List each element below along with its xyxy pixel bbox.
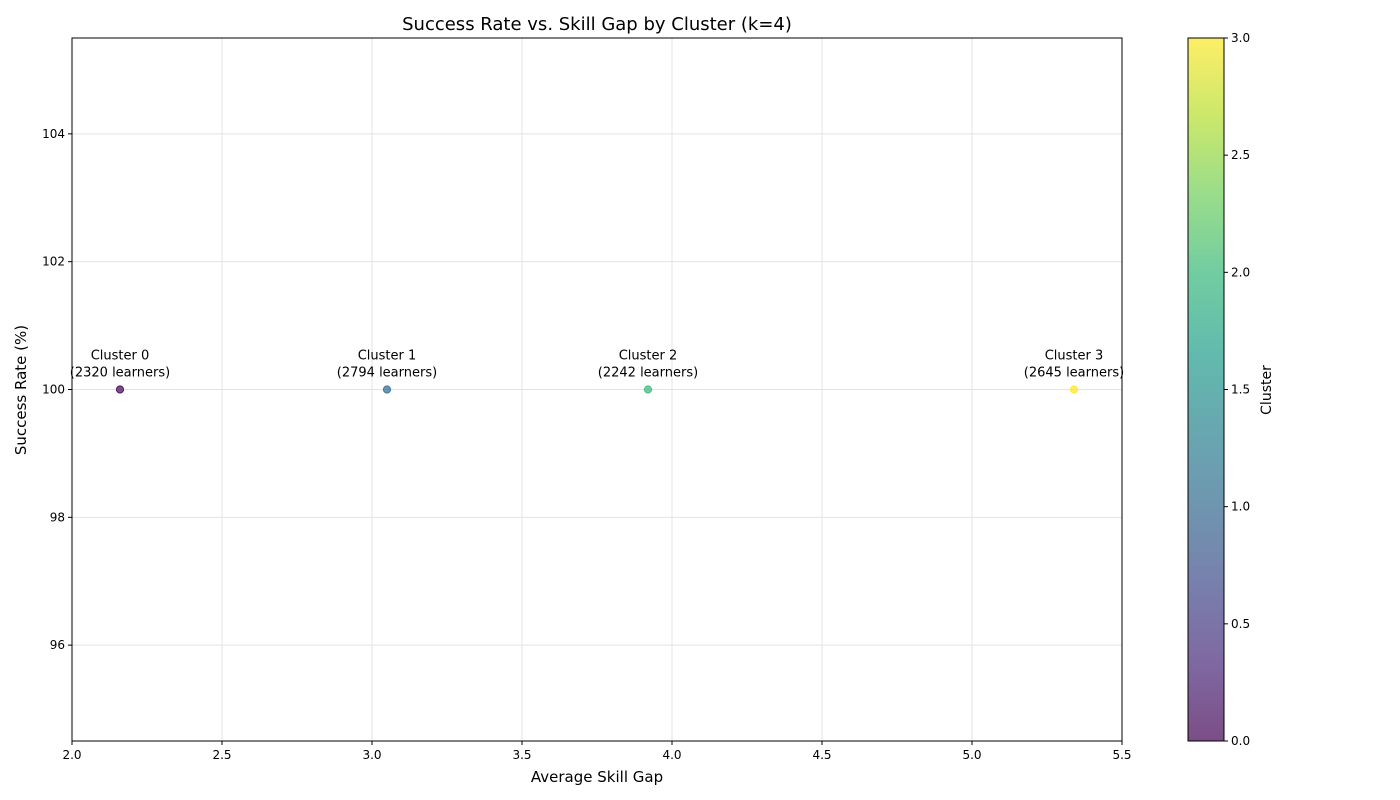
x-tick-label: 4.5 — [812, 748, 831, 762]
y-tick-label: 96 — [50, 638, 65, 652]
colorbar-tick-label: 3.0 — [1231, 31, 1250, 45]
chart-title: Success Rate vs. Skill Gap by Cluster (k… — [402, 14, 792, 35]
colorbar-label: Cluster — [1259, 365, 1275, 415]
cluster-1-point — [382, 385, 392, 394]
y-axis-label: Success Rate (%) — [12, 325, 30, 455]
colorbar-tick-label: 1.0 — [1231, 500, 1250, 514]
cluster-0-point — [115, 385, 125, 394]
x-tick-label: 3.5 — [512, 748, 531, 762]
y-tick-label: 102 — [42, 255, 65, 269]
colorbar-tick-label: 2.5 — [1231, 148, 1250, 162]
cluster-0-count: (2320 learners) — [70, 366, 170, 381]
colorbar-tick-label: 2.0 — [1231, 265, 1250, 279]
x-axis-label: Average Skill Gap — [531, 768, 663, 786]
y-tick-label: 100 — [42, 383, 65, 397]
cluster-1-label: Cluster 1 — [358, 349, 417, 364]
x-axis-ticks: 2.0 2.5 3.0 3.5 4.0 4.5 5.0 5.5 — [62, 741, 1132, 762]
cluster-2-label: Cluster 2 — [619, 349, 678, 364]
scatter-points — [115, 385, 1079, 394]
colorbar-ticks: 0.0 0.5 1.0 1.5 2.0 2.5 3.0 — [1224, 31, 1250, 748]
x-tick-label: 4.0 — [662, 748, 681, 762]
plot-frame — [71, 37, 1123, 742]
cluster-3-label: Cluster 3 — [1045, 349, 1104, 364]
colorbar — [1187, 37, 1225, 742]
x-tick-label: 2.5 — [212, 748, 231, 762]
x-tick-label: 5.0 — [962, 748, 981, 762]
colorbar-tick-label: 0.0 — [1231, 734, 1250, 748]
x-tick-label: 3.0 — [362, 748, 381, 762]
colorbar-tick-label: 0.5 — [1231, 617, 1250, 631]
cluster-3-point — [1069, 385, 1079, 394]
cluster-2-count: (2242 learners) — [598, 366, 698, 381]
y-axis-ticks: 96 98 100 102 104 — [42, 127, 72, 652]
cluster-2-point — [643, 385, 653, 394]
y-tick-label: 104 — [42, 127, 65, 141]
x-tick-label: 2.0 — [62, 748, 81, 762]
x-tick-label: 5.5 — [1112, 748, 1131, 762]
cluster-3-count: (2645 learners) — [1024, 366, 1124, 381]
cluster-0-label: Cluster 0 — [91, 349, 150, 364]
colorbar-tick-label: 1.5 — [1231, 383, 1250, 397]
y-tick-label: 98 — [50, 510, 65, 524]
point-annotations: Cluster 0 (2320 learners) Cluster 1 (2794 l… — [70, 349, 1124, 381]
cluster-1-count: (2794 learners) — [337, 366, 437, 381]
